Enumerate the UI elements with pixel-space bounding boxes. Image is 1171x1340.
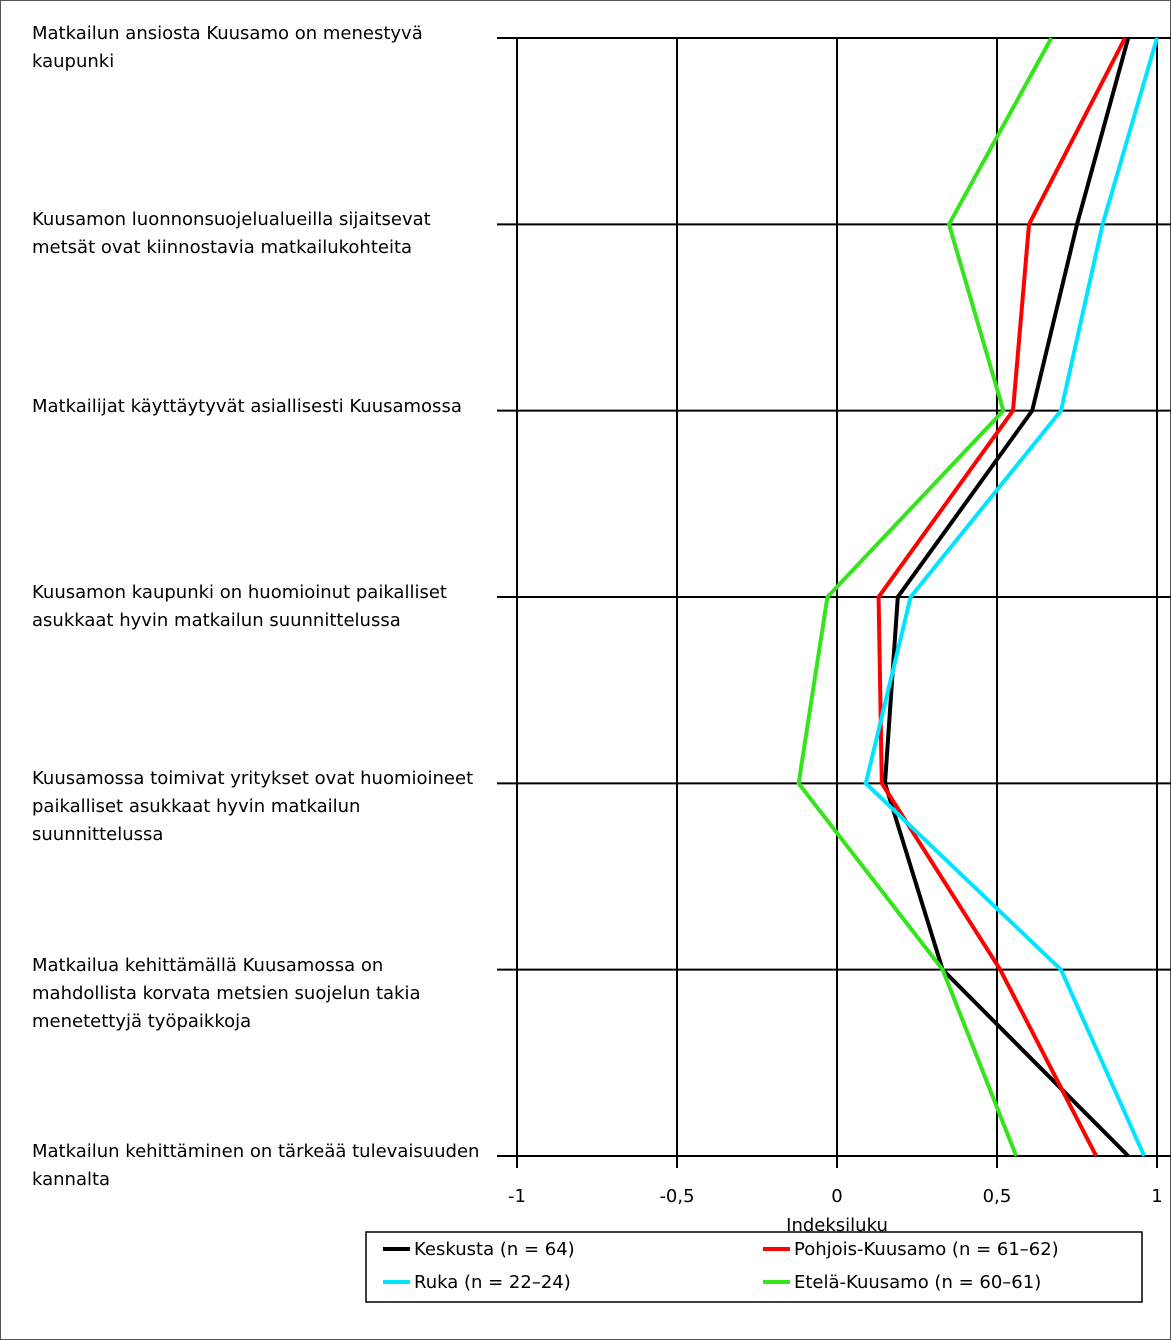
legend-label: Pohjois-Kuusamo (n = 61–62) <box>794 1239 1059 1260</box>
category-label: Kuusamossa toimivat yritykset ovat huomi… <box>32 768 474 846</box>
x-axis-label: Indeksiluku <box>786 1215 888 1236</box>
category-label: Matkailun ansiosta Kuusamo on menestyvä … <box>32 23 423 72</box>
series-line <box>876 37 1127 1157</box>
category-label: Kuusamon kaupunki on huomioinut paikalli… <box>32 582 447 631</box>
legend-label: Ruka (n = 22–24) <box>414 1272 571 1293</box>
x-tick-label: -1 <box>508 1186 526 1207</box>
category-label: Kuusamon luonnonsuojelualueilla sijaitse… <box>32 209 431 259</box>
x-tick-label: 0,5 <box>983 1186 1012 1207</box>
x-tick-label: 0 <box>831 1186 842 1207</box>
legend-label: Etelä-Kuusamo (n = 60–61) <box>794 1272 1041 1293</box>
x-tick-label: 1 <box>1151 1186 1162 1207</box>
category-label: Matkailua kehittämällä Kuusamossa on mah… <box>32 954 421 1032</box>
series-line <box>796 37 1054 1157</box>
category-label: Matkailijat käyttäytyvät asiallisesti Ku… <box>32 395 462 417</box>
x-tick-label: -0,5 <box>659 1186 694 1207</box>
legend-box <box>365 1231 1143 1303</box>
legend-label: Keskusta (n = 64) <box>414 1239 575 1260</box>
series-line <box>863 37 1159 1157</box>
category-label: Matkailun kehittäminen on tärkeää tuleva… <box>32 1141 480 1190</box>
